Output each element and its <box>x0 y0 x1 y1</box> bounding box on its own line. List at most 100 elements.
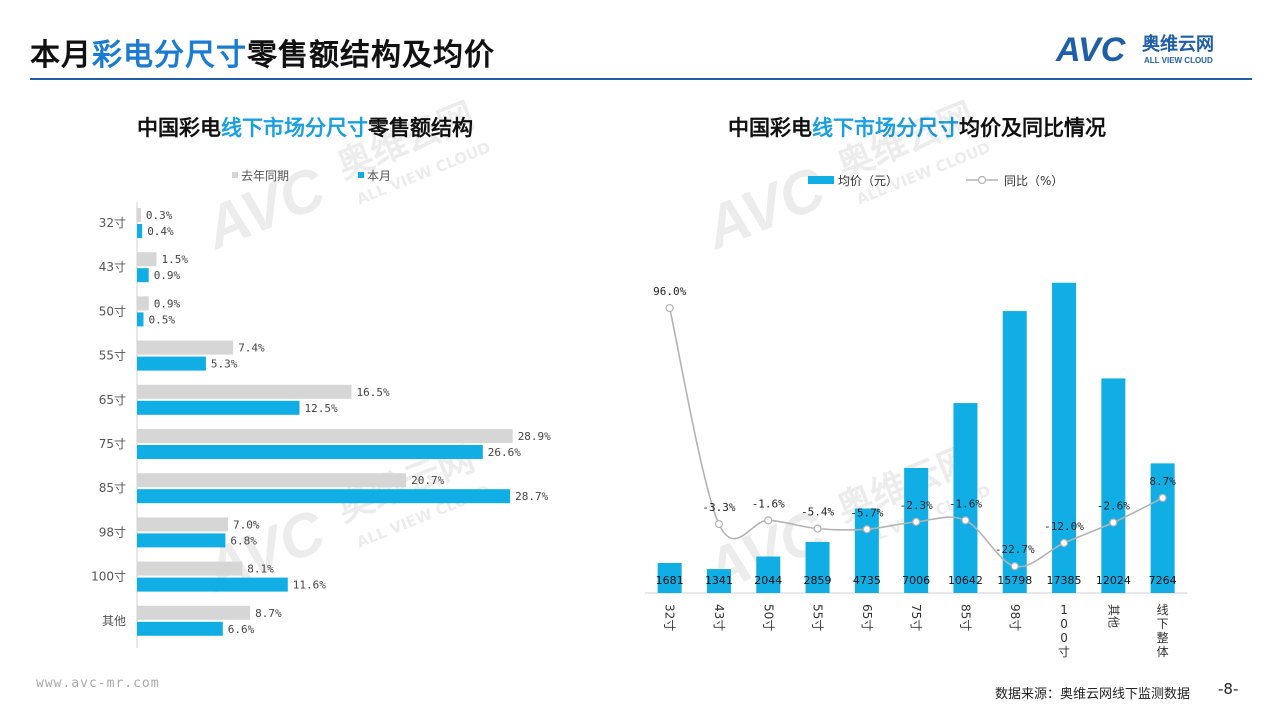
x-tick-label: 55寸 <box>811 604 825 631</box>
data-label-yoy: 96.0% <box>653 285 686 298</box>
x-tick-label-char: 0 <box>1060 617 1068 631</box>
data-label-last-year: 7.0% <box>233 518 260 531</box>
bar-last-year <box>137 517 228 532</box>
data-label-yoy: -5.4% <box>801 506 834 519</box>
y-tick-label: 98寸 <box>99 525 126 539</box>
legend-swatch-last-year <box>232 172 238 178</box>
data-label-yoy: -12.0% <box>1044 520 1084 533</box>
data-label-price: 15798 <box>997 574 1032 587</box>
bar-last-year <box>137 384 352 399</box>
data-label-yoy: -5.7% <box>850 506 883 519</box>
data-label-last-year: 28.9% <box>518 430 551 443</box>
left-chart-title: 中国彩电线下市场分尺寸零售额结构 <box>137 116 473 140</box>
data-label-price: 1341 <box>705 574 733 587</box>
data-label-this-month: 6.8% <box>230 534 257 547</box>
bar-price <box>657 563 682 593</box>
y-tick-label: 65寸 <box>99 393 126 407</box>
x-tick-label-char: 寸 <box>1058 645 1070 659</box>
yoy-point <box>665 303 674 313</box>
footer-source: 数据来源：奥维云网线下监测数据 <box>995 687 1191 702</box>
data-label-price: 10642 <box>948 574 983 587</box>
yoy-point <box>714 519 724 529</box>
data-label-yoy: -22.7% <box>995 543 1035 556</box>
data-label-last-year: 0.9% <box>154 297 181 310</box>
legend-marker-yoy <box>977 175 987 185</box>
data-label-this-month: 26.6% <box>488 446 521 459</box>
right-chart-title: 中国彩电线下市场分尺寸均价及同比情况 <box>728 116 1106 140</box>
yoy-point <box>862 525 871 534</box>
x-tick-label-char: 体 <box>1157 645 1169 659</box>
bar-last-year <box>137 429 513 443</box>
y-tick-label: 其他 <box>102 614 126 628</box>
yoy-point <box>1158 493 1167 503</box>
bar-this-month <box>137 533 226 548</box>
data-label-this-month: 0.4% <box>147 225 174 238</box>
bar-price <box>1101 378 1126 593</box>
legend-swatch-price <box>808 176 834 184</box>
bar-price <box>953 403 978 593</box>
bar-this-month <box>137 489 511 504</box>
bar-price <box>756 556 781 593</box>
legend-label-last-year: 去年同期 <box>241 169 289 183</box>
y-tick-label: 55寸 <box>99 349 126 363</box>
data-label-this-month: 0.9% <box>154 269 181 282</box>
bar-last-year <box>137 340 234 355</box>
legend-label-yoy: 同比（%） <box>1004 174 1063 188</box>
bar-last-year <box>137 473 407 488</box>
yoy-point <box>961 516 970 525</box>
watermark-logo-mark: AVC <box>694 153 836 262</box>
data-label-yoy: -3.3% <box>702 501 735 514</box>
data-label-this-month: 0.5% <box>149 313 176 326</box>
bar-this-month <box>137 312 144 327</box>
data-label-price: 2859 <box>804 574 832 587</box>
x-tick-label: 85寸 <box>958 604 972 631</box>
data-label-this-month: 6.6% <box>228 623 255 636</box>
footer-url: www.avc-mr.com <box>36 676 160 691</box>
data-label-price: 2044 <box>754 574 782 587</box>
bar-price <box>1150 463 1175 593</box>
page-number: -8- <box>1218 680 1239 698</box>
bar-price <box>1002 311 1027 593</box>
bar-last-year <box>137 605 251 620</box>
x-tick-label: 其他 <box>1106 604 1120 628</box>
x-tick-label: 65寸 <box>860 604 874 631</box>
data-label-yoy: -2.3% <box>900 499 933 512</box>
data-label-yoy: -2.6% <box>1097 500 1130 513</box>
x-tick-label-char: 下 <box>1157 617 1169 631</box>
bar-last-year <box>137 252 157 267</box>
data-label-last-year: 8.7% <box>255 607 282 620</box>
data-label-this-month: 11.6% <box>293 579 326 592</box>
bar-this-month <box>137 400 300 415</box>
y-tick-label: 85寸 <box>99 481 126 495</box>
yoy-point <box>912 517 921 526</box>
y-tick-label: 43寸 <box>99 260 126 274</box>
data-label-this-month: 12.5% <box>305 402 338 415</box>
x-tick-label: 98寸 <box>1008 604 1022 631</box>
bar-this-month <box>137 445 483 459</box>
x-tick-label: 50寸 <box>761 604 775 631</box>
y-tick-label: 32寸 <box>99 216 126 230</box>
data-label-this-month: 28.7% <box>515 490 548 503</box>
bar-price <box>904 467 929 593</box>
x-tick-label-char: 整 <box>1157 630 1169 645</box>
data-label-last-year: 7.4% <box>238 342 265 355</box>
bar-this-month <box>137 268 149 283</box>
data-label-price: 17385 <box>1047 574 1082 587</box>
logo-cn-text: 奥维云网 <box>1142 33 1214 55</box>
data-label-yoy: 8.7% <box>1149 475 1176 488</box>
page-title: 本月彩电分尺寸零售额结构及均价 <box>30 38 495 73</box>
x-tick-label: 43寸 <box>712 604 726 631</box>
data-label-price: 7264 <box>1149 574 1177 587</box>
data-label-last-year: 16.5% <box>357 386 390 399</box>
data-label-yoy: -1.6% <box>949 497 982 510</box>
bar-this-month <box>137 577 288 592</box>
bar-price <box>854 508 879 593</box>
data-label-this-month: 5.3% <box>211 358 238 371</box>
bar-price <box>805 541 830 593</box>
yoy-point <box>813 524 822 533</box>
x-tick-label-char: 1 <box>1060 603 1068 617</box>
data-label-price: 7006 <box>902 574 930 587</box>
legend-swatch-this-month <box>358 172 364 178</box>
